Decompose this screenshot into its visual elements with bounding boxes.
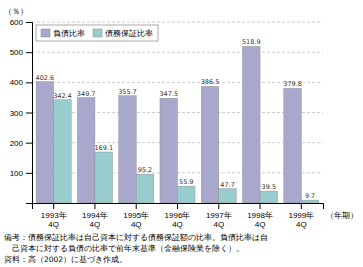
legend-swatch (41, 29, 50, 37)
legend-label: 負債比率 (53, 29, 85, 38)
bar (95, 152, 113, 203)
bar (119, 96, 137, 203)
data-label: 39.5 (262, 183, 276, 191)
tick-mark (26, 143, 32, 144)
tick-label: 300 (10, 109, 24, 118)
legend: 負債比率 債務保証比率 (36, 25, 158, 41)
data-label: 9.7 (305, 192, 315, 200)
data-label: 55.9 (179, 178, 193, 186)
tick-label: 1999年4Q (288, 211, 314, 230)
bar (178, 186, 196, 203)
bar (160, 98, 178, 203)
x-axis-label: （年期） (326, 211, 358, 220)
data-label: 95.2 (138, 166, 152, 174)
tick-mark (53, 203, 54, 209)
plot: 402.6 349.7 355.7 347.5 386.5 518.9 379.8 342.4… (10, 18, 358, 229)
data-label: 347.5 (159, 90, 178, 98)
bar (219, 189, 237, 203)
legend-label: 債務保証比率 (105, 29, 153, 38)
bar (301, 200, 319, 203)
notes: 備考：債務保証比率は自己資本に対する債務保証額の比率。負債比率は自 己資本に対す… (4, 233, 268, 264)
data-label: 349.7 (77, 90, 96, 98)
series (54, 100, 319, 203)
tick-mark (136, 203, 137, 209)
x-axis: 1993年4Q 1994年4Q 1995年4Q 1996年4Q 1997年4Q 1998年… (33, 203, 324, 229)
grid-line (32, 52, 323, 53)
tick: 1994年4Q (82, 203, 108, 229)
series (36, 46, 301, 203)
tick: 100 (10, 169, 32, 178)
bar (36, 82, 54, 203)
bar (260, 191, 278, 203)
tick-label: 500 (10, 48, 24, 57)
chart: 402.6 349.7 355.7 347.5 386.5 518.9 379.8 342.4… (0, 0, 363, 267)
bar (77, 98, 95, 203)
legend-item: 債務保証比率 (93, 29, 153, 38)
data-label: 402.6 (36, 74, 55, 82)
tick-label: 1994年4Q (82, 211, 108, 230)
tick: 200 (10, 139, 32, 148)
tick-mark (218, 203, 219, 209)
tick: 1993年4Q (41, 203, 67, 229)
tick-label: 1996年4Q (165, 211, 191, 230)
bar (243, 46, 261, 203)
bars (36, 46, 319, 203)
tick: 1996年4Q (165, 203, 191, 229)
note: 資料：高（2002）に基づき作成。 (4, 255, 127, 264)
data-label: 518.9 (242, 38, 261, 46)
tick-mark (301, 203, 302, 209)
data-label: 47.7 (220, 181, 234, 189)
tick: 1999年4Q (288, 203, 314, 229)
tick-mark (260, 203, 261, 209)
tick-label: 100 (10, 169, 24, 178)
tick: 300 (10, 109, 32, 118)
tick-label: 600 (10, 18, 24, 27)
data-labels: 402.6 349.7 355.7 347.5 386.5 518.9 379.8 342.4… (36, 38, 316, 200)
legend-frame (36, 25, 158, 41)
y-axis: 100 200 300 400 500 600 (10, 18, 33, 203)
tick: 1997年4Q (206, 203, 232, 229)
data-label: 386.5 (201, 78, 220, 86)
data-label: 355.7 (118, 88, 137, 96)
axis-line (33, 204, 324, 210)
bar (136, 174, 154, 203)
tick-mark (26, 113, 32, 114)
tick: 600 (10, 18, 32, 27)
tick-label: 1997年4Q (206, 211, 232, 230)
legend-swatch (93, 29, 102, 37)
note: 己資本に対する負債の比率で前年末基準（金融保険業を除く）。 (4, 244, 244, 253)
data-label: 342.4 (53, 92, 72, 100)
tick-label: 1993年4Q (41, 211, 67, 230)
tick: 1995年4Q (123, 203, 149, 229)
bar (284, 88, 302, 203)
legend-item: 負債比率 (41, 29, 85, 38)
tick-mark (94, 203, 95, 209)
note: 備考：債務保証比率は自己資本に対する債務保証額の比率。負債比率は自 (4, 233, 268, 242)
tick-mark (26, 22, 32, 23)
data-label: 169.1 (94, 144, 113, 152)
tick-mark (26, 82, 32, 83)
tick: 400 (10, 78, 32, 87)
tick-mark (26, 52, 32, 53)
tick-label: 200 (10, 139, 24, 148)
grid-line (32, 22, 323, 23)
tick-mark (26, 173, 32, 174)
tick: 1998年4Q (247, 203, 273, 229)
axis-line (26, 23, 33, 204)
grid-line (32, 82, 323, 83)
tick-label: 1995年4Q (123, 211, 149, 230)
bar (201, 86, 219, 203)
tick-label: 400 (10, 78, 24, 87)
tick: 500 (10, 48, 32, 57)
y-axis-label: （％） (4, 7, 28, 16)
data-label: 379.8 (283, 80, 302, 88)
bar (54, 100, 72, 203)
tick-mark (177, 203, 178, 209)
tick-label: 1998年4Q (247, 211, 273, 230)
